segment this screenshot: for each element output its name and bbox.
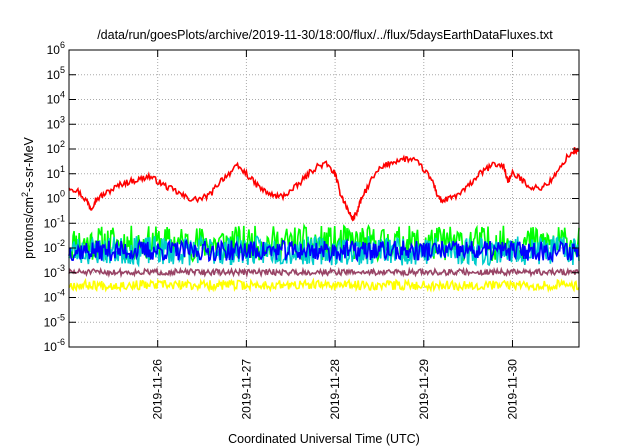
y-tick-label-base: 10	[44, 216, 58, 230]
y-tick-label-exponent: -2	[57, 238, 65, 248]
y-tick-label-exponent: 6	[60, 40, 65, 50]
y-tick-label-base: 10	[44, 266, 58, 280]
grid	[69, 50, 579, 347]
y-tick-label-base: 10	[47, 167, 61, 181]
x-tick-label: 2019-11-29	[417, 359, 431, 420]
y-tick-label-base: 10	[44, 291, 58, 305]
y-tick-label: 10-4	[44, 288, 65, 305]
y-tick-label-exponent: -6	[57, 337, 65, 347]
x-tick-label: 2019-11-28	[328, 359, 342, 420]
x-tick-label: 2019-11-30	[505, 359, 519, 420]
y-tick-label-exponent: 3	[60, 114, 65, 124]
y-tick-label-base: 10	[44, 315, 58, 329]
y-tick-label: 102	[47, 139, 65, 156]
y-tick-label-exponent: 2	[60, 139, 65, 149]
x-axis-label: Coordinated Universal Time (UTC)	[228, 432, 420, 446]
y-tick-label-base: 10	[47, 43, 61, 57]
series-line-band-5	[68, 277, 580, 293]
y-tick-label-exponent: -1	[57, 213, 65, 223]
y-tick-label-exponent: -3	[57, 263, 65, 273]
y-axis-label-superscript: 2	[20, 192, 30, 197]
y-tick-label-base: 10	[44, 340, 58, 354]
y-tick-label-base: 10	[47, 192, 61, 206]
y-tick-label-base: 10	[47, 117, 61, 131]
y-tick-label-exponent: -4	[57, 288, 65, 298]
y-tick-label: 10-6	[44, 337, 65, 354]
y-tick-label: 10-3	[44, 263, 65, 280]
series-line-band-3	[68, 238, 580, 264]
y-tick-label: 105	[47, 65, 65, 82]
series-line-red	[68, 147, 580, 222]
y-tick-label: 103	[47, 114, 65, 131]
chart-title: /data/run/goesPlots/archive/2019-11-30/1…	[97, 28, 553, 42]
y-tick-label-exponent: 5	[60, 65, 65, 75]
x-tick-label: 2019-11-27	[239, 359, 253, 420]
data-series	[68, 147, 580, 293]
y-tick-label-exponent: 4	[60, 90, 65, 100]
y-tick-label: 104	[47, 90, 65, 107]
y-tick-label: 10-5	[44, 312, 65, 329]
y-tick-label-base: 10	[47, 142, 61, 156]
y-tick-label: 10-2	[44, 238, 65, 255]
y-tick-label-base: 10	[44, 241, 58, 255]
y-tick-label-base: 10	[47, 68, 61, 82]
y-tick-label-exponent: 1	[60, 164, 65, 174]
series-line-band-4	[68, 266, 580, 279]
y-tick-label-base: 10	[47, 93, 61, 107]
x-axis: 2019-11-26 2019-11-27 2019-11-28 2019-11-29…	[151, 50, 519, 420]
y-axis: 10-610-510-410-310-210-11001011021031041…	[44, 40, 579, 354]
y-tick-label: 106	[47, 40, 65, 57]
y-axis-label-rest: -s-sr-MeV	[22, 136, 36, 192]
y-axis-label-base: protons/cm	[22, 197, 36, 259]
y-tick-label-exponent: -5	[57, 312, 65, 322]
y-tick-label: 10-1	[44, 213, 65, 230]
y-tick-label-exponent: 0	[60, 189, 65, 199]
x-tick-label: 2019-11-26	[151, 359, 165, 420]
y-tick-label: 101	[47, 164, 65, 181]
y-tick-label: 100	[47, 189, 65, 206]
y-axis-label: protons/cm2-s-sr-MeV	[20, 136, 36, 258]
